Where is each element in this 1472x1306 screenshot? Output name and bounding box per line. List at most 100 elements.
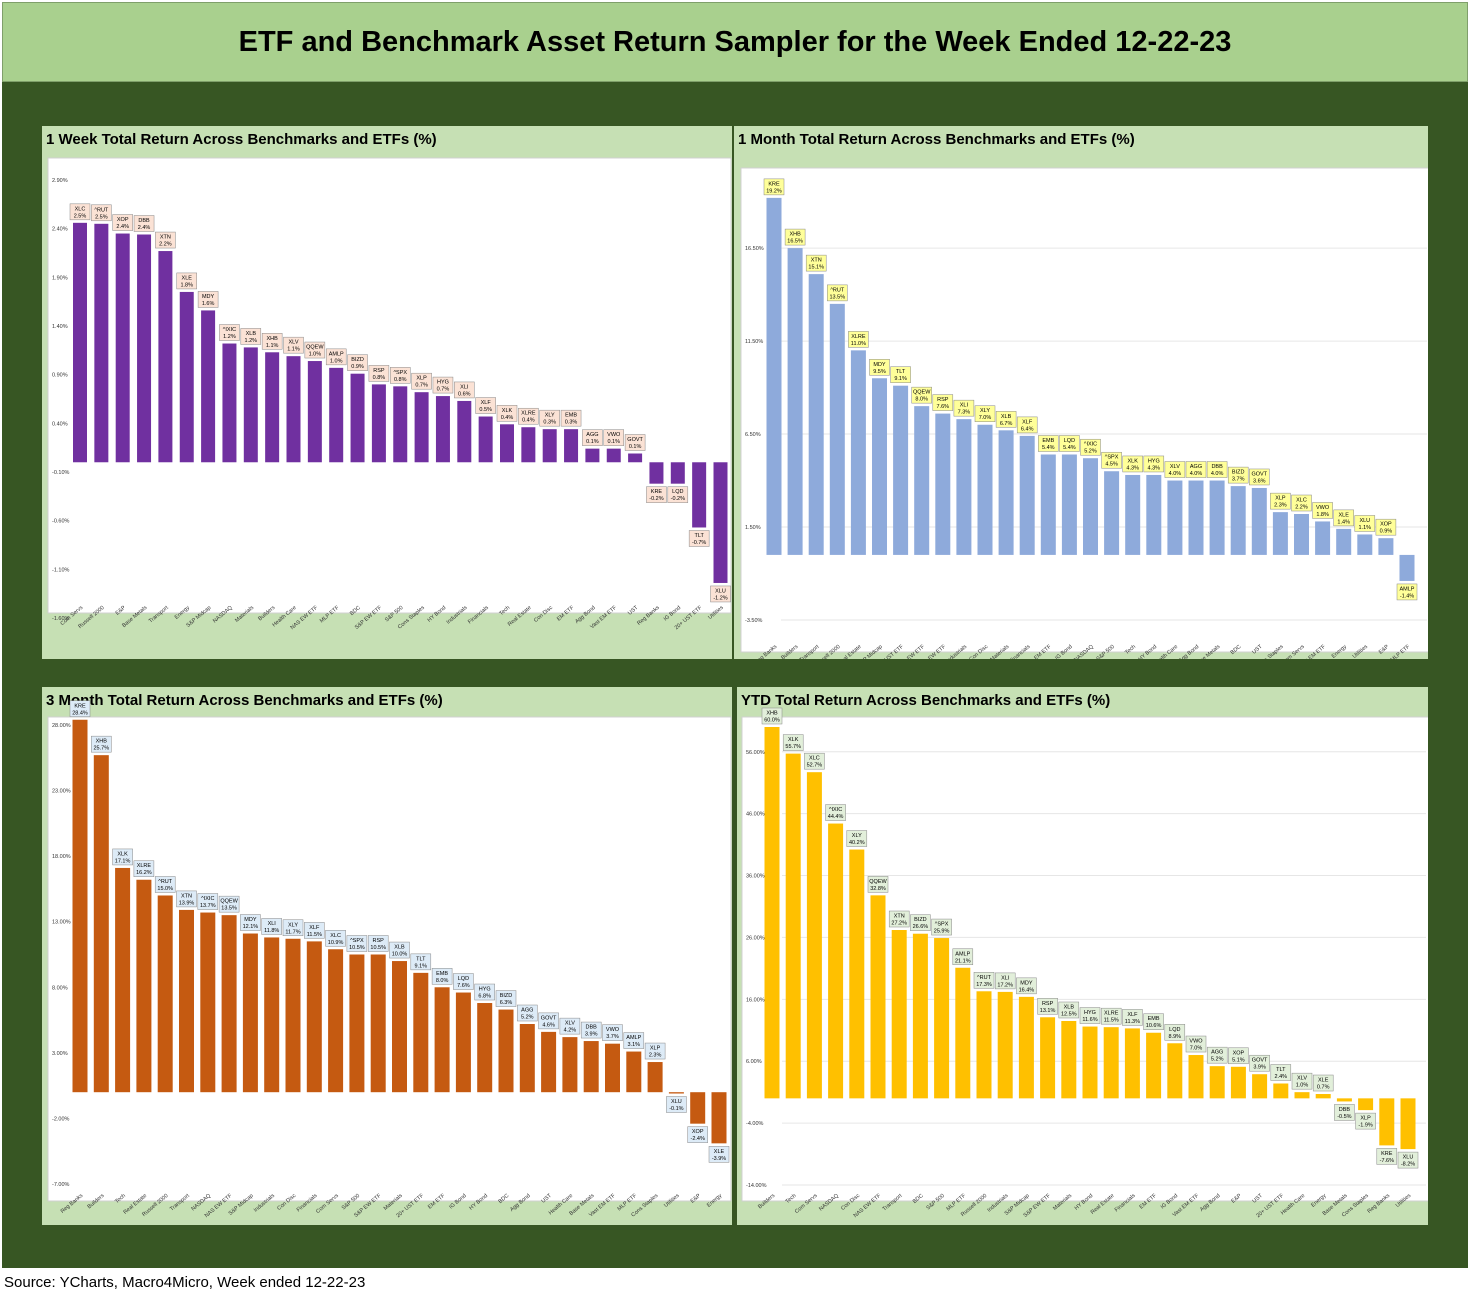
data-label-value: 1.1% <box>287 347 300 353</box>
data-label-box <box>69 203 91 221</box>
data-label-value: 11.8% <box>264 928 279 934</box>
data-label-box <box>390 367 411 384</box>
data-label-ticker: ^SPX <box>393 370 407 376</box>
data-label-box <box>431 968 453 985</box>
data-label-ticker: XLV <box>565 1021 575 1027</box>
data-label-box <box>603 429 624 446</box>
bar <box>306 941 322 1093</box>
data-label-box <box>197 893 219 910</box>
bar <box>435 396 450 463</box>
data-label-value: 52.7% <box>807 763 823 769</box>
data-label-box <box>1038 435 1059 452</box>
data-label-value: 10.5% <box>349 945 365 951</box>
data-label-value: 7.0% <box>1190 1046 1203 1052</box>
chart-panel-1-week: 1 Week Total Return Across Benchmarks an… <box>42 126 732 659</box>
data-label-box <box>325 348 347 366</box>
y-tick-label: 3.00% <box>52 1051 68 1057</box>
data-label-box <box>1079 1007 1101 1024</box>
bar <box>1379 1098 1395 1146</box>
data-label-box <box>518 407 539 425</box>
data-label-box <box>1249 1054 1270 1072</box>
bar <box>870 895 886 1099</box>
bar <box>1146 1032 1162 1099</box>
bar <box>393 386 408 463</box>
data-label-box <box>347 354 368 371</box>
data-label-box <box>112 214 133 231</box>
bar <box>349 954 365 1093</box>
data-label-ticker: AMLP <box>626 1035 641 1041</box>
bar <box>1188 1055 1204 1099</box>
data-label-ticker: XLI <box>268 921 277 927</box>
data-label-value: 17.1% <box>115 858 131 864</box>
y-tick-label: -7.00% <box>52 1182 70 1188</box>
data-label-box <box>1206 461 1228 478</box>
data-label-box <box>827 284 848 302</box>
bar <box>542 429 557 463</box>
bar <box>329 367 344 463</box>
data-label-value: 40.2% <box>849 840 865 846</box>
data-label-ticker: XLK <box>1127 458 1138 464</box>
data-label-value: 7.3% <box>958 410 971 416</box>
chart-title: 1 Week Total Return Across Benchmarks an… <box>46 131 437 148</box>
data-label-ticker: VWO <box>607 432 621 438</box>
bar <box>787 248 803 555</box>
data-label-value: 4.0% <box>1211 471 1224 477</box>
data-label-ticker: MDY <box>873 362 886 368</box>
data-label-box <box>1100 1007 1122 1025</box>
data-label-box <box>560 409 582 427</box>
bar <box>1399 554 1415 581</box>
bar <box>73 222 87 463</box>
data-label-ticker: ^IXIC <box>1084 442 1097 448</box>
data-label-ticker: XLF <box>481 400 492 406</box>
data-label-box <box>496 405 518 422</box>
bar <box>477 1003 493 1093</box>
data-label-box <box>538 1012 559 1030</box>
chart-board: 1 Week Total Return Across Benchmarks an… <box>2 82 1468 1268</box>
bar <box>370 954 386 1093</box>
data-label-ticker: XLY <box>980 408 990 414</box>
data-label-box <box>197 291 219 308</box>
data-label-box <box>389 941 410 959</box>
data-label-ticker: XLU <box>715 588 726 594</box>
data-label-ticker: XLB <box>246 331 257 337</box>
bar <box>1082 1026 1098 1099</box>
data-label-box <box>646 486 667 503</box>
y-tick-label: 1.90% <box>52 275 68 281</box>
bar <box>1018 996 1034 1099</box>
data-label-value: 1.1% <box>1359 525 1372 531</box>
data-label-value: 5.2% <box>1084 449 1097 455</box>
bar <box>711 1092 727 1144</box>
plot-area <box>741 716 1428 1202</box>
bar <box>264 937 280 1093</box>
data-label-box <box>91 204 112 222</box>
data-label-box <box>1227 466 1249 484</box>
bar <box>670 462 685 484</box>
data-label-box <box>261 918 282 935</box>
data-label-box <box>784 228 806 246</box>
data-label-value: 0.8% <box>394 377 407 383</box>
data-label-value: 8.0% <box>915 397 928 403</box>
bar <box>891 930 907 1099</box>
data-label-value: 0.9% <box>351 364 364 370</box>
data-label-ticker: BIZD <box>914 917 927 923</box>
bar <box>1146 474 1162 555</box>
data-label-box <box>91 735 112 753</box>
data-label-box <box>1291 1072 1313 1090</box>
bar <box>541 1031 557 1093</box>
data-label-value: 13.7% <box>200 903 216 909</box>
x-tick-label: E&P <box>1230 1193 1243 1205</box>
bar <box>764 727 780 1099</box>
bar <box>519 1024 535 1093</box>
bar <box>912 933 928 1099</box>
data-label-box <box>1270 492 1291 510</box>
bar <box>93 755 109 1093</box>
data-label-box <box>1016 416 1038 434</box>
x-tick-label: E&P <box>115 605 128 617</box>
data-label-box <box>432 376 454 394</box>
data-label-box <box>218 895 240 913</box>
bar <box>221 915 237 1093</box>
data-label-value: 11.6% <box>1082 1017 1097 1023</box>
data-label-box <box>240 328 262 345</box>
data-label-value: 13.5% <box>829 294 845 300</box>
data-label-ticker: AGG <box>1190 464 1202 470</box>
